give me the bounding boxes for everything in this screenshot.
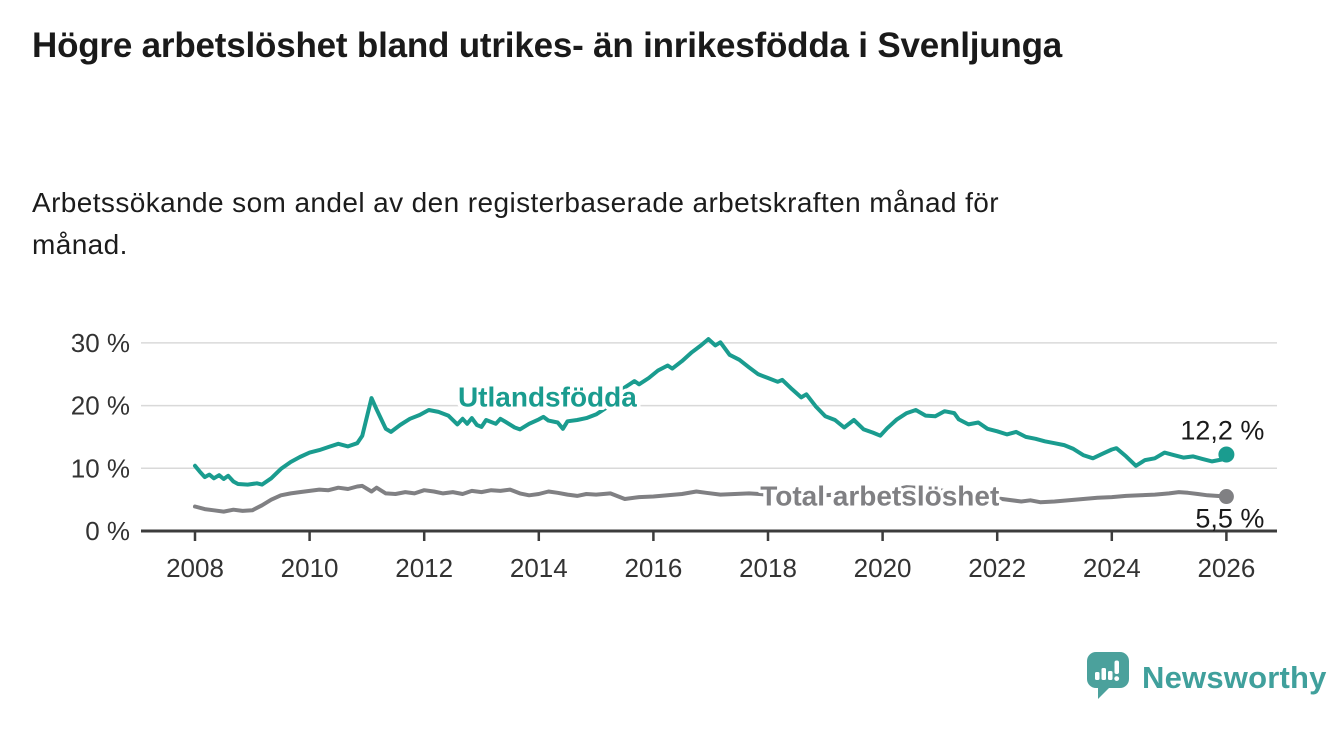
x-tick-label: 2014 <box>510 553 568 583</box>
y-tick-label: 10 % <box>71 453 130 483</box>
series-label-utlandsfodda: Utlandsfödda <box>458 381 637 412</box>
series-line-utlandsfodda <box>193 337 1229 487</box>
unemployment-line-chart: 0 % 10 % 20 % 30 % 2008 2010 2012 2014 2016 2018 2… <box>0 300 1340 600</box>
x-tick-label: 2008 <box>166 553 224 583</box>
chart-canvas: 0 % 10 % 20 % 30 % 2008 2010 2012 2014 2016 2018 2… <box>71 328 1277 583</box>
newsworthy-logo: Newsworthy <box>1085 650 1327 705</box>
chart-title: Högre arbetslöshet bland utrikes- än inr… <box>32 26 1063 65</box>
x-tick-label: 2026 <box>1197 553 1255 583</box>
y-tick-label: 30 % <box>71 328 130 358</box>
series-end-dot <box>1218 489 1234 505</box>
y-tick-label: 20 % <box>71 391 130 421</box>
x-tick-label: 2020 <box>854 553 912 583</box>
newsworthy-logo-icon <box>1085 650 1131 705</box>
x-tick-label: 2018 <box>739 553 797 583</box>
x-tick-label: 2012 <box>395 553 453 583</box>
y-tick-label: 0 % <box>85 516 130 546</box>
series-line-total <box>193 483 1229 514</box>
x-tick-label: 2022 <box>968 553 1026 583</box>
series-label-total: Total arbetslöshet <box>760 480 999 511</box>
x-tick-label: 2024 <box>1083 553 1141 583</box>
x-tick-label: 2010 <box>281 553 339 583</box>
end-value-label: 5,5 % <box>1195 504 1264 534</box>
chart-subtitle: Arbetssökande som andel av den registerb… <box>32 187 999 260</box>
series-end-dot <box>1218 446 1235 463</box>
x-tick-label: 2016 <box>624 553 682 583</box>
newsworthy-logo-text: Newsworthy <box>1142 659 1327 695</box>
end-value-label: 12,2 % <box>1180 416 1264 446</box>
